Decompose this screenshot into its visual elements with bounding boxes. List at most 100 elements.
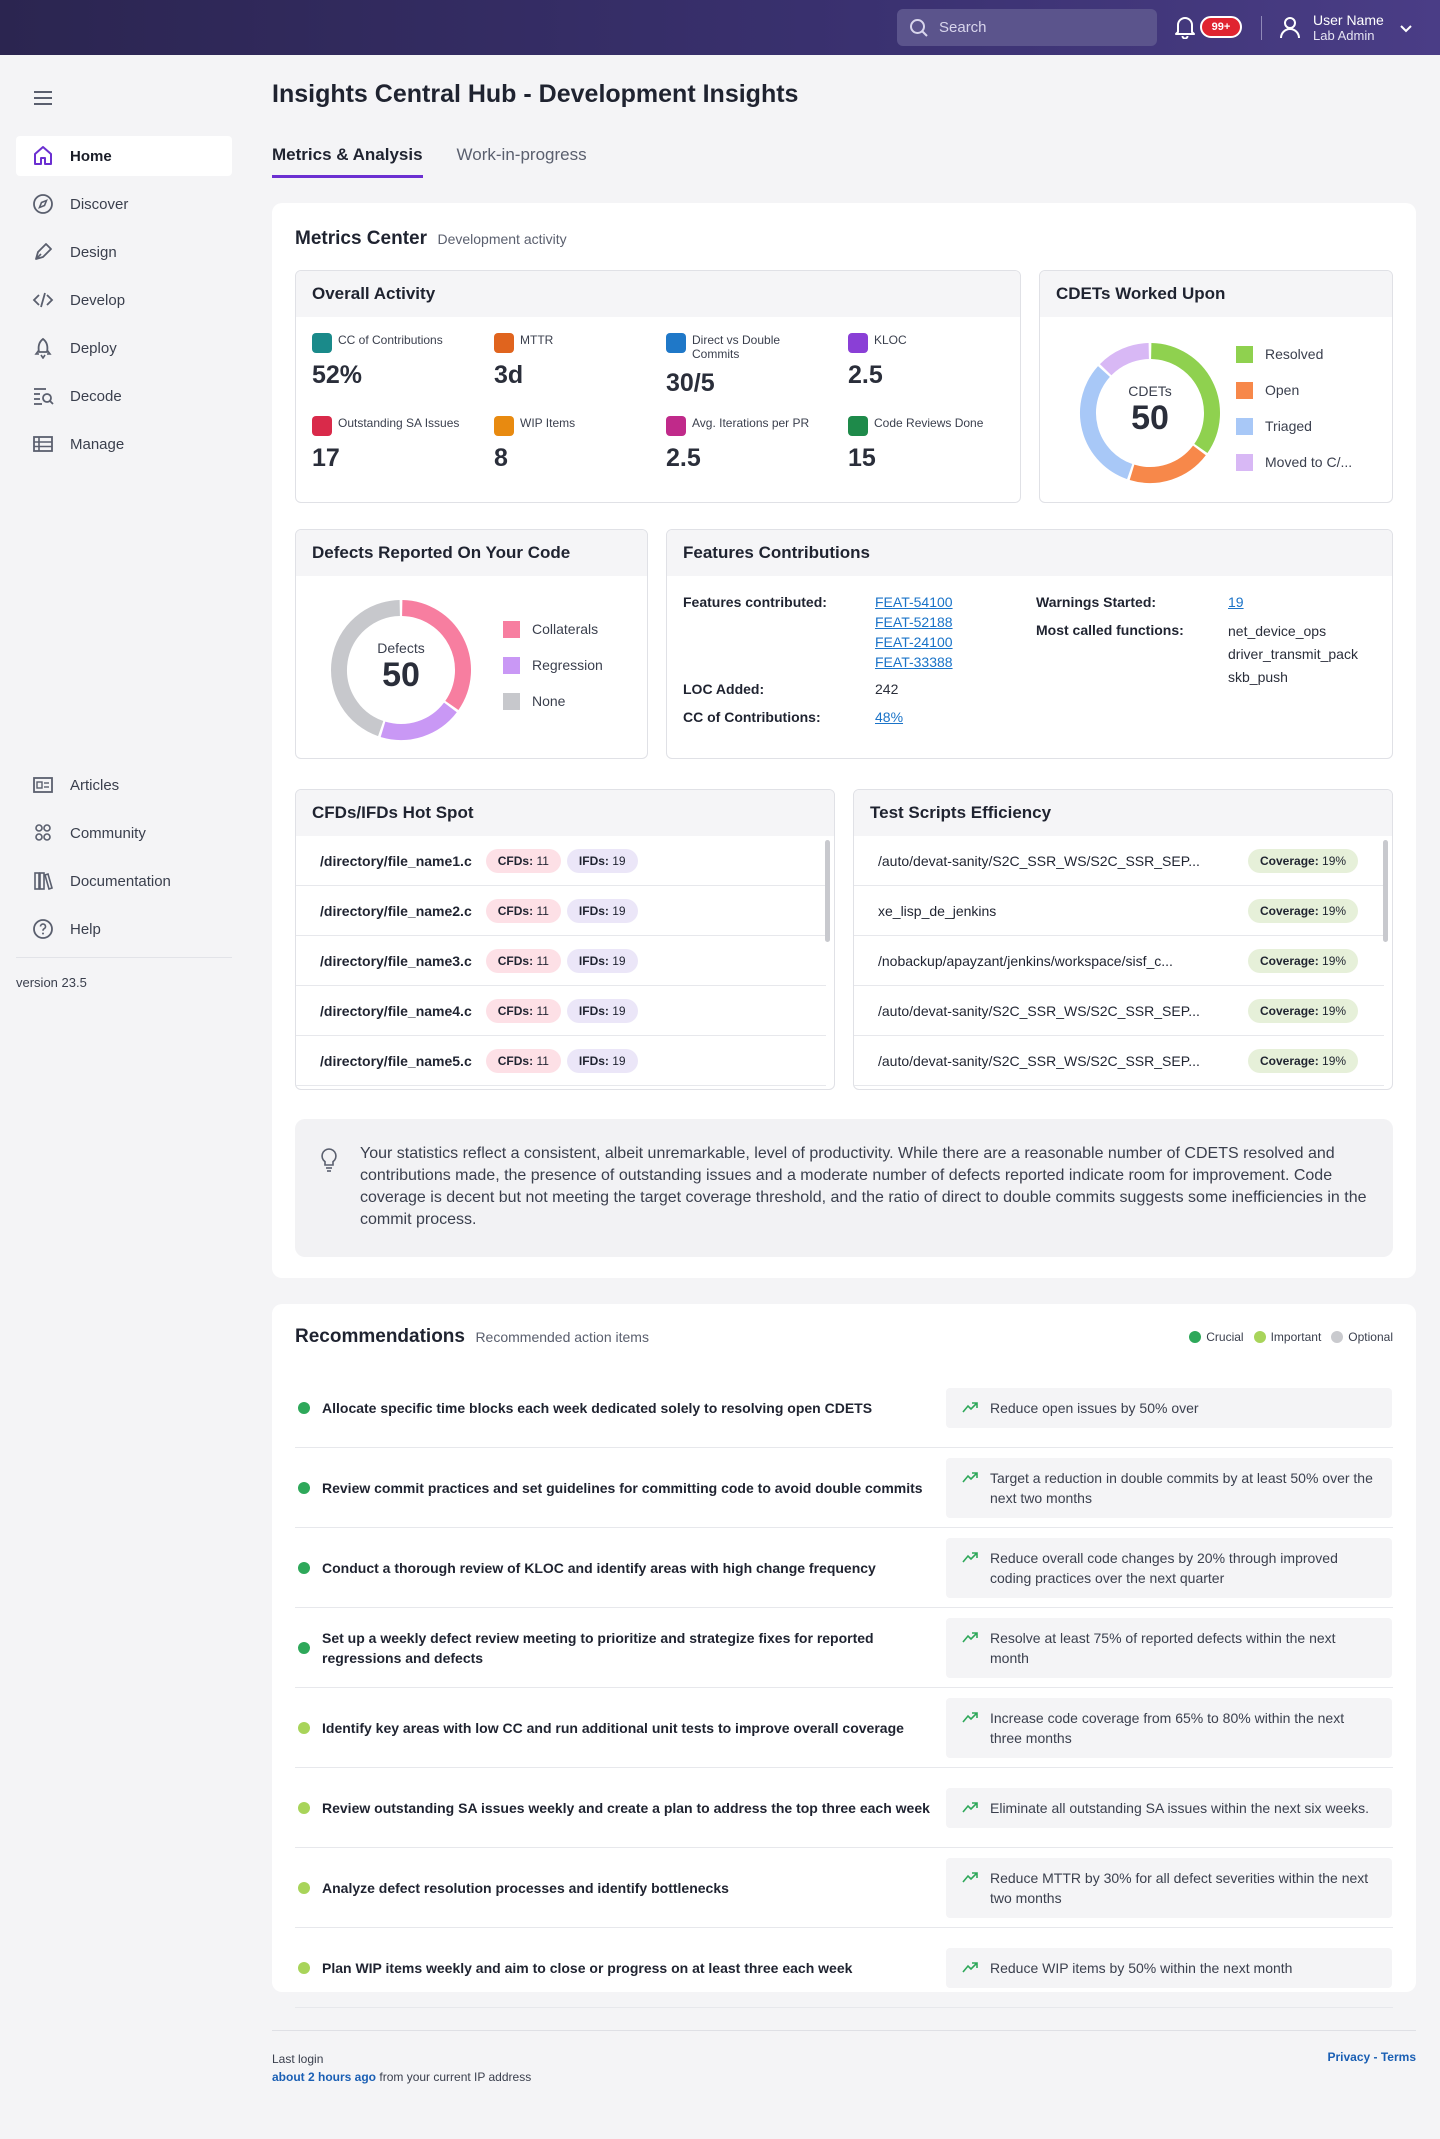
- sidebar-item-design[interactable]: Design: [16, 232, 232, 272]
- sidebar-item-deploy[interactable]: Deploy: [16, 328, 232, 368]
- user-avatar-icon[interactable]: [1278, 15, 1302, 44]
- cfd-label: CFDs:: [497, 953, 534, 968]
- scrollbar-thumb[interactable]: [1383, 840, 1388, 942]
- coverage-label: Coverage:: [1260, 1003, 1319, 1018]
- sidebar-item-home[interactable]: Home: [16, 136, 232, 176]
- tab-bar: Metrics & Analysis Work-in-progress: [272, 145, 621, 178]
- lightbulb-icon: [321, 1148, 337, 1172]
- metric-label: WIP Items: [494, 416, 575, 436]
- defects-slice-none[interactable]: [331, 600, 401, 737]
- defects-slice-collaterals[interactable]: [401, 600, 471, 710]
- metric-label-text: Avg. Iterations per PR: [692, 416, 810, 430]
- sidebar-item-label: Manage: [70, 435, 125, 453]
- book-icon: [34, 872, 53, 891]
- section-subtitle: Recommended action items: [475, 1329, 649, 1345]
- important-dot-icon: [298, 1722, 310, 1734]
- code-icon: [848, 333, 868, 353]
- feature-link[interactable]: FEAT-52188: [875, 614, 953, 630]
- hotspot-row[interactable]: /directory/file_name2.c CFDs: 11 IFDs: 19: [296, 886, 826, 936]
- sidebar-item-community[interactable]: Community: [16, 813, 232, 853]
- hotspot-row[interactable]: /directory/file_name3.c CFDs: 11 IFDs: 19: [296, 936, 826, 986]
- test-script-row[interactable]: /nobackup/apayzant/jenkins/workspace/sis…: [854, 936, 1384, 986]
- test-script-row[interactable]: /auto/devat-sanity/S2C_SSR_WS/S2C_SSR_SE…: [854, 836, 1384, 886]
- metric-label-text: Direct vs Double Commits: [692, 333, 781, 361]
- hotspot-row[interactable]: /directory/file_name4.c CFDs: 11 IFDs: 19: [296, 986, 826, 1036]
- sidebar-item-discover[interactable]: Discover: [16, 184, 232, 224]
- trending-up-icon: [962, 1472, 978, 1483]
- target-text: Target a reduction in double commits by …: [990, 1470, 1373, 1506]
- defects-slice-regression[interactable]: [380, 702, 457, 740]
- recommendation-row: Plan WIP items weekly and aim to close o…: [295, 1928, 1393, 2008]
- trending-up-icon: [962, 1632, 978, 1643]
- script-path: /auto/devat-sanity/S2C_SSR_WS/S2C_SSR_SE…: [878, 852, 1200, 869]
- crucial-dot-icon: [298, 1402, 310, 1414]
- terms-link[interactable]: Terms: [1380, 2050, 1416, 2064]
- rocket-icon: [34, 337, 52, 359]
- trending-up-icon: [962, 1962, 978, 1973]
- sidebar-item-articles[interactable]: Articles: [16, 765, 232, 805]
- cfd-pill: CFDs: 11: [485, 898, 561, 923]
- feature-link[interactable]: FEAT-24100: [875, 634, 953, 650]
- legend-swatch: [503, 620, 520, 638]
- sidebar-item-manage[interactable]: Manage: [16, 424, 232, 464]
- coverage-pill: Coverage: 19%: [1248, 948, 1359, 973]
- warnings-started-link[interactable]: 19: [1228, 594, 1244, 610]
- cdets-slice-open[interactable]: [1129, 445, 1206, 483]
- trending-up-icon: [962, 1402, 978, 1413]
- insight-text: Your statistics reflect a consistent, al…: [360, 1145, 1367, 1228]
- coverage-pill: Coverage: 19%: [1248, 898, 1359, 923]
- cdets-slice-resolved[interactable]: [1150, 343, 1220, 453]
- donut-center-value: 50: [1131, 399, 1169, 437]
- metric-label: Direct vs Double Commits: [666, 333, 822, 361]
- test-script-row[interactable]: /auto/devat-sanity/S2C_SSR_WS/S2C_SSR_SE…: [854, 1036, 1384, 1086]
- pen-icon: [35, 243, 52, 260]
- sidebar-item-label: Discover: [70, 195, 129, 213]
- recommendation-text: Plan WIP items weekly and aim to close o…: [322, 1960, 853, 1976]
- feature-link[interactable]: FEAT-54100: [875, 594, 953, 610]
- recommendation-row: Analyze defect resolution processes and …: [295, 1848, 1393, 1928]
- sidebar-item-label: Home: [70, 147, 112, 165]
- donut-center-label: Defects: [377, 640, 425, 656]
- crucial-dot-icon: [1189, 1331, 1202, 1343]
- sidebar-item-decode[interactable]: Decode: [16, 376, 232, 416]
- privacy-link[interactable]: Privacy: [1327, 2050, 1371, 2064]
- menu-toggle-icon[interactable]: [33, 90, 53, 111]
- script-path: xe_lisp_de_jenkins: [878, 902, 997, 919]
- sidebar-nav: Home Discover Design Develop Deploy Deco…: [16, 136, 232, 472]
- file-path: /directory/file_name5.c: [320, 1052, 472, 1069]
- metric-label-text: CC of Contributions: [338, 333, 443, 347]
- user-menu[interactable]: User Name Lab Admin: [1313, 12, 1384, 44]
- search-input[interactable]: Search: [897, 9, 1157, 46]
- cfd-pill: CFDs: 11: [485, 948, 561, 973]
- notifications-bell-icon[interactable]: [1174, 15, 1196, 44]
- last-login-suffix: from your current IP address: [379, 2070, 532, 2084]
- test-script-row[interactable]: xe_lisp_de_jenkins Coverage: 19%: [854, 886, 1384, 936]
- defects-panel: Defects Reported On Your Code Defects 50…: [295, 529, 648, 759]
- coverage-value: 19%: [1322, 853, 1347, 868]
- sidebar-item-label: Community: [70, 824, 146, 842]
- recommendation-target: Reduce overall code changes by 20% throu…: [946, 1538, 1392, 1598]
- chevron-down-icon[interactable]: [1400, 20, 1412, 38]
- tab-work-in-progress[interactable]: Work-in-progress: [456, 145, 587, 164]
- cdets-panel: CDETs Worked Upon CDETs 50 Resolved Open T…: [1039, 270, 1393, 503]
- scrollbar-thumb[interactable]: [825, 840, 830, 942]
- sidebar-item-help[interactable]: Help: [16, 909, 232, 949]
- sidebar-item-develop[interactable]: Develop: [16, 280, 232, 320]
- last-login-time-link[interactable]: about 2 hours ago: [272, 2070, 377, 2084]
- version-label: version 23.5: [16, 975, 87, 990]
- tab-metrics-analysis[interactable]: Metrics & Analysis: [272, 145, 423, 178]
- cc-contributions-link[interactable]: 48%: [875, 709, 904, 725]
- coverage-label: Coverage:: [1260, 853, 1319, 868]
- hotspot-row[interactable]: /directory/file_name1.c CFDs: 11 IFDs: 19: [296, 836, 826, 886]
- metric-value: 17: [312, 444, 340, 472]
- metric-value: 3d: [494, 361, 524, 389]
- feature-link[interactable]: FEAT-33388: [875, 654, 953, 670]
- legend-item: Moved to C/...: [1236, 444, 1352, 480]
- sidebar-item-documentation[interactable]: Documentation: [16, 861, 232, 901]
- test-script-row[interactable]: /auto/devat-sanity/S2C_SSR_WS/S2C_SSR_SE…: [854, 986, 1384, 1036]
- warning-icon: [312, 416, 332, 436]
- cdets-slice-triaged[interactable]: [1080, 366, 1133, 480]
- hotspot-row[interactable]: /directory/file_name5.c CFDs: 11 IFDs: 19: [296, 1036, 826, 1086]
- cdets-slice-moved-to-c-[interactable]: [1099, 343, 1150, 376]
- ifd-count: 19: [612, 953, 626, 968]
